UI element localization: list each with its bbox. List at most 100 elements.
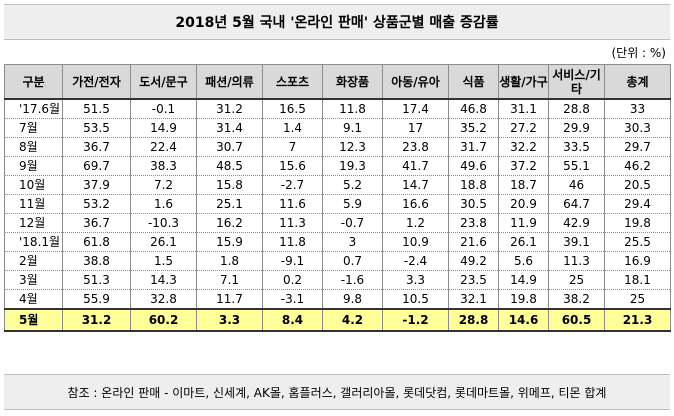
- cell-living: 14.9: [498, 270, 549, 290]
- cell-food: 21.6: [448, 232, 499, 252]
- page-title: 2018년 5월 국내 '온라인 판매' 상품군별 매출 증감률: [175, 15, 499, 31]
- table-row: 3월 51.3 14.3 7.1 0.2 -1.6 3.3 23.5 14.9 25 18.1: [4, 270, 671, 290]
- cell-living: 27.2: [498, 118, 549, 138]
- cell-kids: 10.9: [382, 232, 449, 252]
- cell-food: 23.5: [448, 270, 499, 290]
- cell-living: 14.6: [498, 308, 549, 332]
- table-row: 8월 36.7 22.4 30.7 7 12.3 23.8 31.7 32.2 33.5 29.7: [4, 137, 671, 157]
- cell-period: '18.1월: [4, 232, 63, 252]
- header-category: 구분: [4, 64, 63, 100]
- cell-total: 29.7: [604, 137, 671, 157]
- cell-services: 39.1: [548, 232, 605, 252]
- cell-fashion: 15.9: [196, 232, 263, 252]
- cell-services: 60.5: [548, 308, 605, 332]
- table-row: 12월 36.7 -10.3 16.2 11.3 -0.7 1.2 23.8 11.9 42.9 1…: [4, 213, 671, 233]
- cell-food: 28.8: [448, 308, 499, 332]
- cell-total: 33: [604, 99, 671, 119]
- cell-services: 11.3: [548, 251, 605, 271]
- cell-food: 31.7: [448, 137, 499, 157]
- cell-books: 26.1: [130, 232, 197, 252]
- header-cosmetics: 화장품: [322, 64, 383, 100]
- table-row: 10월 37.9 7.2 15.8 -2.7 5.2 14.7 18.8 18.7 46 20.5: [4, 175, 671, 195]
- cell-electronics: 55.9: [62, 289, 131, 310]
- cell-food: 49.2: [448, 251, 499, 271]
- table-row: '18.1월 61.8 26.1 15.9 11.8 3 10.9 21.6 26.1 39.1 2…: [4, 232, 671, 252]
- cell-cosmetics: 12.3: [322, 137, 383, 157]
- table-row: 5월 31.2 60.2 3.3 8.4 4.2 -1.2 28.8 14.6 60.5 21.3: [4, 308, 671, 332]
- table-header-row: 구분 가전/전자 도서/문구 패션/의류 스포츠 화장품 아동/유아 식품 생활…: [4, 64, 671, 100]
- cell-fashion: 16.2: [196, 213, 263, 233]
- cell-cosmetics: -0.7: [322, 213, 383, 233]
- cell-cosmetics: 19.3: [322, 156, 383, 176]
- cell-period: 11월: [4, 194, 63, 214]
- cell-electronics: 69.7: [62, 156, 131, 176]
- header-fashion: 패션/의류: [196, 64, 263, 100]
- header-services: 서비스/기타: [548, 64, 605, 100]
- cell-sports: 8.4: [262, 308, 323, 332]
- cell-food: 35.2: [448, 118, 499, 138]
- cell-living: 32.2: [498, 137, 549, 157]
- cell-services: 46: [548, 175, 605, 195]
- cell-services: 29.9: [548, 118, 605, 138]
- cell-period: 5월: [4, 308, 63, 332]
- cell-food: 18.8: [448, 175, 499, 195]
- cell-fashion: 31.2: [196, 99, 263, 119]
- cell-cosmetics: -1.6: [322, 270, 383, 290]
- cell-total: 18.1: [604, 270, 671, 290]
- cell-services: 42.9: [548, 213, 605, 233]
- table-row: 7월 53.5 14.9 31.4 1.4 9.1 17 35.2 27.2 29.9 30.3: [4, 118, 671, 138]
- cell-kids: 16.6: [382, 194, 449, 214]
- cell-fashion: 15.8: [196, 175, 263, 195]
- cell-books: 14.3: [130, 270, 197, 290]
- cell-kids: 41.7: [382, 156, 449, 176]
- cell-period: 2월: [4, 251, 63, 271]
- cell-total: 16.9: [604, 251, 671, 271]
- cell-services: 55.1: [548, 156, 605, 176]
- cell-living: 19.8: [498, 289, 549, 310]
- cell-cosmetics: 5.9: [322, 194, 383, 214]
- cell-sports: -3.1: [262, 289, 323, 310]
- cell-sports: 11.6: [262, 194, 323, 214]
- cell-services: 64.7: [548, 194, 605, 214]
- cell-period: 4월: [4, 289, 63, 310]
- cell-books: 1.5: [130, 251, 197, 271]
- cell-electronics: 37.9: [62, 175, 131, 195]
- cell-kids: 1.2: [382, 213, 449, 233]
- cell-fashion: 1.8: [196, 251, 263, 271]
- cell-electronics: 51.3: [62, 270, 131, 290]
- cell-cosmetics: 3: [322, 232, 383, 252]
- cell-living: 5.6: [498, 251, 549, 271]
- header-electronics: 가전/전자: [62, 64, 131, 100]
- cell-electronics: 38.8: [62, 251, 131, 271]
- cell-electronics: 36.7: [62, 213, 131, 233]
- cell-total: 21.3: [604, 308, 671, 332]
- header-sports: 스포츠: [262, 64, 323, 100]
- cell-kids: 3.3: [382, 270, 449, 290]
- cell-services: 33.5: [548, 137, 605, 157]
- cell-books: 60.2: [130, 308, 197, 332]
- cell-living: 18.7: [498, 175, 549, 195]
- table-row: 2월 38.8 1.5 1.8 -9.1 0.7 -2.4 49.2 5.6 11.3 16.9: [4, 251, 671, 271]
- cell-total: 19.8: [604, 213, 671, 233]
- cell-total: 30.3: [604, 118, 671, 138]
- cell-books: 14.9: [130, 118, 197, 138]
- cell-period: 8월: [4, 137, 63, 157]
- cell-cosmetics: 4.2: [322, 308, 383, 332]
- cell-books: 1.6: [130, 194, 197, 214]
- cell-kids: 14.7: [382, 175, 449, 195]
- header-total: 총계: [604, 64, 671, 100]
- cell-electronics: 51.5: [62, 99, 131, 119]
- cell-books: -0.1: [130, 99, 197, 119]
- cell-total: 20.5: [604, 175, 671, 195]
- cell-period: 10월: [4, 175, 63, 195]
- table-body: '17.6월 51.5 -0.1 31.2 16.5 11.8 17.4 46.8 31.1 28…: [4, 99, 671, 332]
- footer-note: 참조 : 온라인 판매 - 이마트, 신세계, AK몰, 홈플러스, 갤러리아몰…: [67, 385, 607, 400]
- cell-sports: 15.6: [262, 156, 323, 176]
- cell-living: 26.1: [498, 232, 549, 252]
- cell-cosmetics: 5.2: [322, 175, 383, 195]
- cell-period: 7월: [4, 118, 63, 138]
- cell-books: -10.3: [130, 213, 197, 233]
- cell-books: 22.4: [130, 137, 197, 157]
- cell-electronics: 61.8: [62, 232, 131, 252]
- cell-living: 20.9: [498, 194, 549, 214]
